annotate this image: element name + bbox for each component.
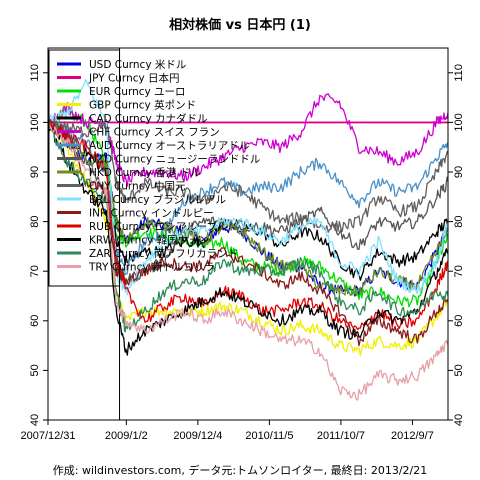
legend-label: USD Curncy 米ドル xyxy=(89,58,186,71)
chart-title: 相対株価 vs 日本円 (1) xyxy=(169,17,311,33)
series-line xyxy=(48,116,448,233)
x-tick-label: 2011/10/7 xyxy=(317,430,365,442)
y-tick-label-left: 100 xyxy=(29,113,41,131)
legend-label: ZAR Curncy 南アフリカランド xyxy=(89,247,238,260)
y-tick-label-right: 110 xyxy=(453,64,465,82)
y-tick-label-right: 80 xyxy=(453,215,465,227)
plot-area: 40 40 50 50 60 60 70 70 80 80 90 90 100 100 110 110 2007… xyxy=(20,47,465,442)
x-tick-label: 2009/1/2 xyxy=(105,430,148,442)
y-tick-label-left: 80 xyxy=(29,215,41,227)
x-tick-label: 2009/12/4 xyxy=(173,430,222,442)
legend-label: RUB Curncy ロシアルーブル xyxy=(89,220,227,233)
legend-label: AUD Curncy オーストラリアドル xyxy=(89,140,249,152)
legend-label: GBP Curncy 英ポンド xyxy=(89,99,196,112)
x-tick-label: 2012/9/7 xyxy=(391,430,434,442)
legend-label: JPY Curncy 日本円 xyxy=(88,72,180,85)
series-line xyxy=(48,120,448,297)
legend-box xyxy=(48,49,121,287)
series-line xyxy=(48,125,448,356)
x-tick-label: 2010/11/5 xyxy=(245,430,293,442)
y-tick-label-left: 70 xyxy=(29,265,41,277)
series-line xyxy=(48,118,448,401)
y-tick-label-right: 40 xyxy=(453,414,465,426)
y-tick-label-right: 60 xyxy=(453,315,465,327)
legend-label: EUR Curncy ユーロ xyxy=(89,86,186,98)
chart-caption: 作成: wildinvestors.com, データ元:トムソンロイター, 最終… xyxy=(53,463,427,477)
series-group xyxy=(48,79,448,401)
legend-label: NZD Curncy ニュージーランドドル xyxy=(89,154,260,166)
legend-label: KRW Curncy 韓国ウォン xyxy=(89,235,209,247)
legend-label: TRY Curncy 新トルコリラ xyxy=(88,261,215,274)
legend-label: BRL Curncy ブラジルレアル xyxy=(89,193,226,206)
x-tick-label: 2007/12/31 xyxy=(20,430,75,442)
y-tick-label-left: 60 xyxy=(29,315,41,327)
y-tick-label-right: 70 xyxy=(453,265,465,277)
legend-label: INR Curncy インドルピー xyxy=(89,208,214,220)
y-tick-label-left: 90 xyxy=(29,166,41,178)
series-line xyxy=(48,118,448,331)
legend-label: CNY Curncy 中国元 xyxy=(89,180,186,193)
y-tick-label-left: 110 xyxy=(29,64,41,82)
y-tick-label-left: 40 xyxy=(29,414,41,426)
y-tick-label-right: 50 xyxy=(453,364,465,376)
y-tick-label-right: 90 xyxy=(453,166,465,178)
y-tick-label-left: 50 xyxy=(29,364,41,376)
series-line xyxy=(48,121,448,347)
series-line xyxy=(48,93,448,187)
legend-label: CHF Curncy スイス フラン xyxy=(89,127,220,139)
y-tick-label-right: 100 xyxy=(453,113,465,131)
legend-label: HKD Curncy 香港 ドル xyxy=(89,167,201,179)
series-line xyxy=(48,79,448,296)
plot-frame xyxy=(47,47,449,421)
legend-label: CAD Curncy カナダドル xyxy=(89,112,208,125)
